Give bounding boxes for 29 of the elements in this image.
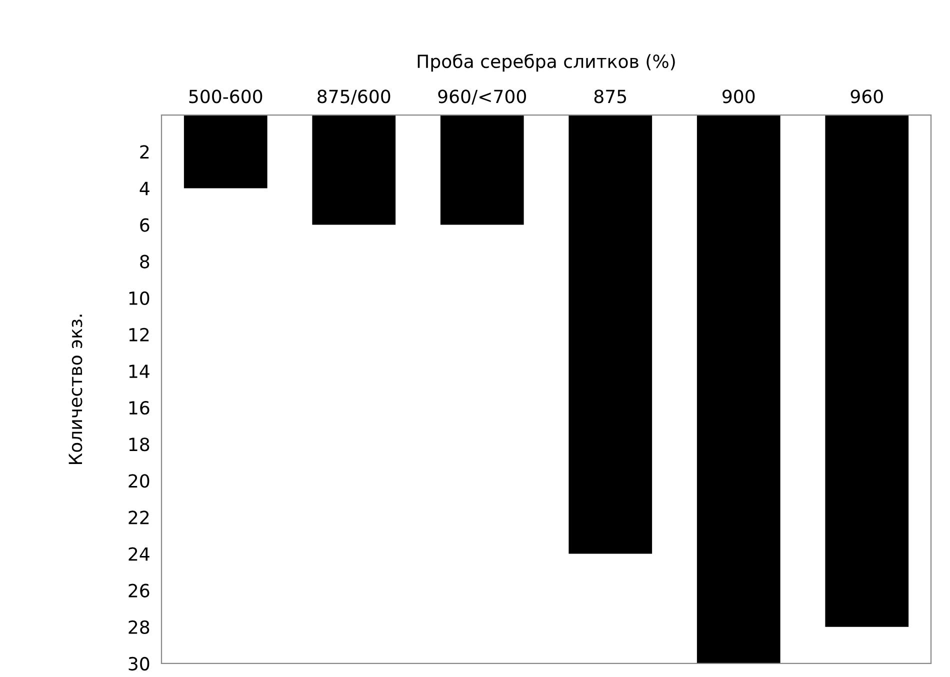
x-tick-label: 900 — [722, 90, 755, 104]
y-tick-label: 28 — [128, 620, 150, 634]
y-tick-label: 30 — [128, 656, 150, 671]
y-axis-title: Количество экз. — [68, 314, 82, 464]
y-tick-label: 22 — [128, 510, 149, 524]
y-tick-label: 24 — [128, 547, 150, 561]
y-tick-label: 18 — [129, 438, 150, 452]
x-tick-label: 875 — [594, 90, 626, 104]
y-tick-label: 26 — [128, 584, 150, 598]
bar — [184, 115, 268, 188]
y-tick-label: 12 — [129, 328, 149, 342]
y-tick-label: 8 — [140, 254, 150, 268]
bar — [440, 115, 524, 225]
x-tick-label: 960/<700 — [438, 90, 526, 105]
chart-title: Проба серебра слитков (%) — [418, 54, 675, 72]
y-tick-label: 4 — [140, 182, 150, 196]
y-tick-label: 14 — [129, 364, 150, 378]
bar — [696, 115, 780, 664]
y-tick-label: 10 — [129, 291, 150, 305]
y-tick-label: 6 — [140, 218, 150, 232]
bar — [312, 115, 396, 225]
bar — [568, 115, 652, 554]
bar — [825, 115, 909, 627]
x-tick-label: 875/600 — [318, 90, 390, 105]
y-tick-label: 16 — [129, 401, 150, 415]
x-tick-label: 500-600 — [189, 90, 262, 104]
y-tick-label: 2 — [140, 145, 149, 159]
y-tick-label: 20 — [128, 474, 150, 488]
x-tick-label: 960 — [850, 90, 883, 104]
